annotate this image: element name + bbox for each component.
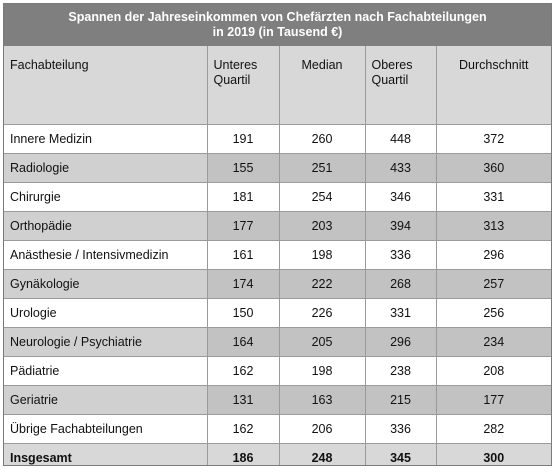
table-row: Radiologie 155 251 433 360 bbox=[4, 153, 551, 183]
total-median: 248 bbox=[279, 443, 366, 465]
cell-q3: 336 bbox=[365, 240, 437, 270]
cell-avg: 257 bbox=[436, 269, 551, 299]
table-row: Geriatrie 131 163 215 177 bbox=[4, 385, 551, 415]
row-label: Pädiatrie bbox=[4, 356, 208, 386]
table-title-line1: Spannen der Jahreseinkommen von Chefärzt… bbox=[68, 10, 487, 24]
table-title-line2: in 2019 (in Tausend €) bbox=[212, 25, 343, 39]
cell-q3: 296 bbox=[365, 327, 437, 357]
table-row: Innere Medizin 191 260 448 372 bbox=[4, 124, 551, 154]
cell-avg: 372 bbox=[436, 124, 551, 154]
row-label: Anästhesie / Intensivmedizin bbox=[4, 240, 208, 270]
cell-avg: 282 bbox=[436, 414, 551, 444]
cell-q1: 162 bbox=[207, 356, 280, 386]
table-header: Fachabteilung Unteres Quartil Median Obe… bbox=[4, 46, 551, 125]
cell-q1: 155 bbox=[207, 153, 280, 183]
total-q3: 345 bbox=[365, 443, 437, 465]
cell-median: 206 bbox=[279, 414, 366, 444]
header-oberes-quartil: Oberes Quartil bbox=[365, 46, 437, 125]
cell-median: 205 bbox=[279, 327, 366, 357]
row-label: Neurologie / Psychiatrie bbox=[4, 327, 208, 357]
row-label: Innere Medizin bbox=[4, 124, 208, 154]
cell-q3: 215 bbox=[365, 385, 437, 415]
row-label: Geriatrie bbox=[4, 385, 208, 415]
cell-q3: 238 bbox=[365, 356, 437, 386]
cell-q3: 394 bbox=[365, 211, 437, 241]
cell-q3: 448 bbox=[365, 124, 437, 154]
table-title: Spannen der Jahreseinkommen von Chefärzt… bbox=[4, 4, 551, 46]
table-row: Übrige Fachabteilungen 162 206 336 282 bbox=[4, 414, 551, 444]
cell-q1: 162 bbox=[207, 414, 280, 444]
cell-median: 198 bbox=[279, 356, 366, 386]
header-fachabteilung: Fachabteilung bbox=[4, 46, 208, 125]
cell-avg: 208 bbox=[436, 356, 551, 386]
table-row: Pädiatrie 162 198 238 208 bbox=[4, 356, 551, 386]
cell-median: 163 bbox=[279, 385, 366, 415]
header-durchschnitt: Durchschnitt bbox=[436, 46, 551, 125]
cell-median: 260 bbox=[279, 124, 366, 154]
cell-median: 254 bbox=[279, 182, 366, 212]
row-label: Orthopädie bbox=[4, 211, 208, 241]
row-label: Radiologie bbox=[4, 153, 208, 183]
cell-avg: 177 bbox=[436, 385, 551, 415]
cell-median: 203 bbox=[279, 211, 366, 241]
total-row: Insgesamt 186 248 345 300 bbox=[4, 443, 551, 465]
header-unteres-quartil: Unteres Quartil bbox=[207, 46, 280, 125]
total-avg: 300 bbox=[436, 443, 551, 465]
table-row: Neurologie / Psychiatrie 164 205 296 234 bbox=[4, 327, 551, 357]
cell-q1: 164 bbox=[207, 327, 280, 357]
table-row: Orthopädie 177 203 394 313 bbox=[4, 211, 551, 241]
row-label: Gynäkologie bbox=[4, 269, 208, 299]
cell-q1: 177 bbox=[207, 211, 280, 241]
cell-q1: 181 bbox=[207, 182, 280, 212]
cell-median: 198 bbox=[279, 240, 366, 270]
cell-median: 222 bbox=[279, 269, 366, 299]
cell-q1: 174 bbox=[207, 269, 280, 299]
cell-avg: 313 bbox=[436, 211, 551, 241]
cell-median: 226 bbox=[279, 298, 366, 328]
cell-q1: 131 bbox=[207, 385, 280, 415]
cell-median: 251 bbox=[279, 153, 366, 183]
cell-q1: 150 bbox=[207, 298, 280, 328]
table-row: Anästhesie / Intensivmedizin 161 198 336 296 bbox=[4, 240, 551, 270]
row-label: Chirurgie bbox=[4, 182, 208, 212]
cell-avg: 256 bbox=[436, 298, 551, 328]
table-frame: Spannen der Jahreseinkommen von Chefärzt… bbox=[3, 3, 552, 466]
cell-q3: 433 bbox=[365, 153, 437, 183]
table-row: Urologie 150 226 331 256 bbox=[4, 298, 551, 328]
row-label: Übrige Fachabteilungen bbox=[4, 414, 208, 444]
cell-avg: 360 bbox=[436, 153, 551, 183]
cell-q1: 191 bbox=[207, 124, 280, 154]
cell-avg: 234 bbox=[436, 327, 551, 357]
cell-q1: 161 bbox=[207, 240, 280, 270]
income-table: Fachabteilung Unteres Quartil Median Obe… bbox=[4, 46, 551, 465]
cell-q3: 268 bbox=[365, 269, 437, 299]
row-label: Urologie bbox=[4, 298, 208, 328]
total-label: Insgesamt bbox=[4, 443, 208, 465]
cell-q3: 336 bbox=[365, 414, 437, 444]
table-row: Chirurgie 181 254 346 331 bbox=[4, 182, 551, 212]
table-body: Innere Medizin 191 260 448 372 Radiologie 155 2… bbox=[4, 124, 551, 465]
total-q1: 186 bbox=[207, 443, 280, 465]
header-median: Median bbox=[279, 46, 366, 125]
cell-q3: 331 bbox=[365, 298, 437, 328]
cell-avg: 296 bbox=[436, 240, 551, 270]
cell-avg: 331 bbox=[436, 182, 551, 212]
cell-q3: 346 bbox=[365, 182, 437, 212]
table-row: Gynäkologie 174 222 268 257 bbox=[4, 269, 551, 299]
